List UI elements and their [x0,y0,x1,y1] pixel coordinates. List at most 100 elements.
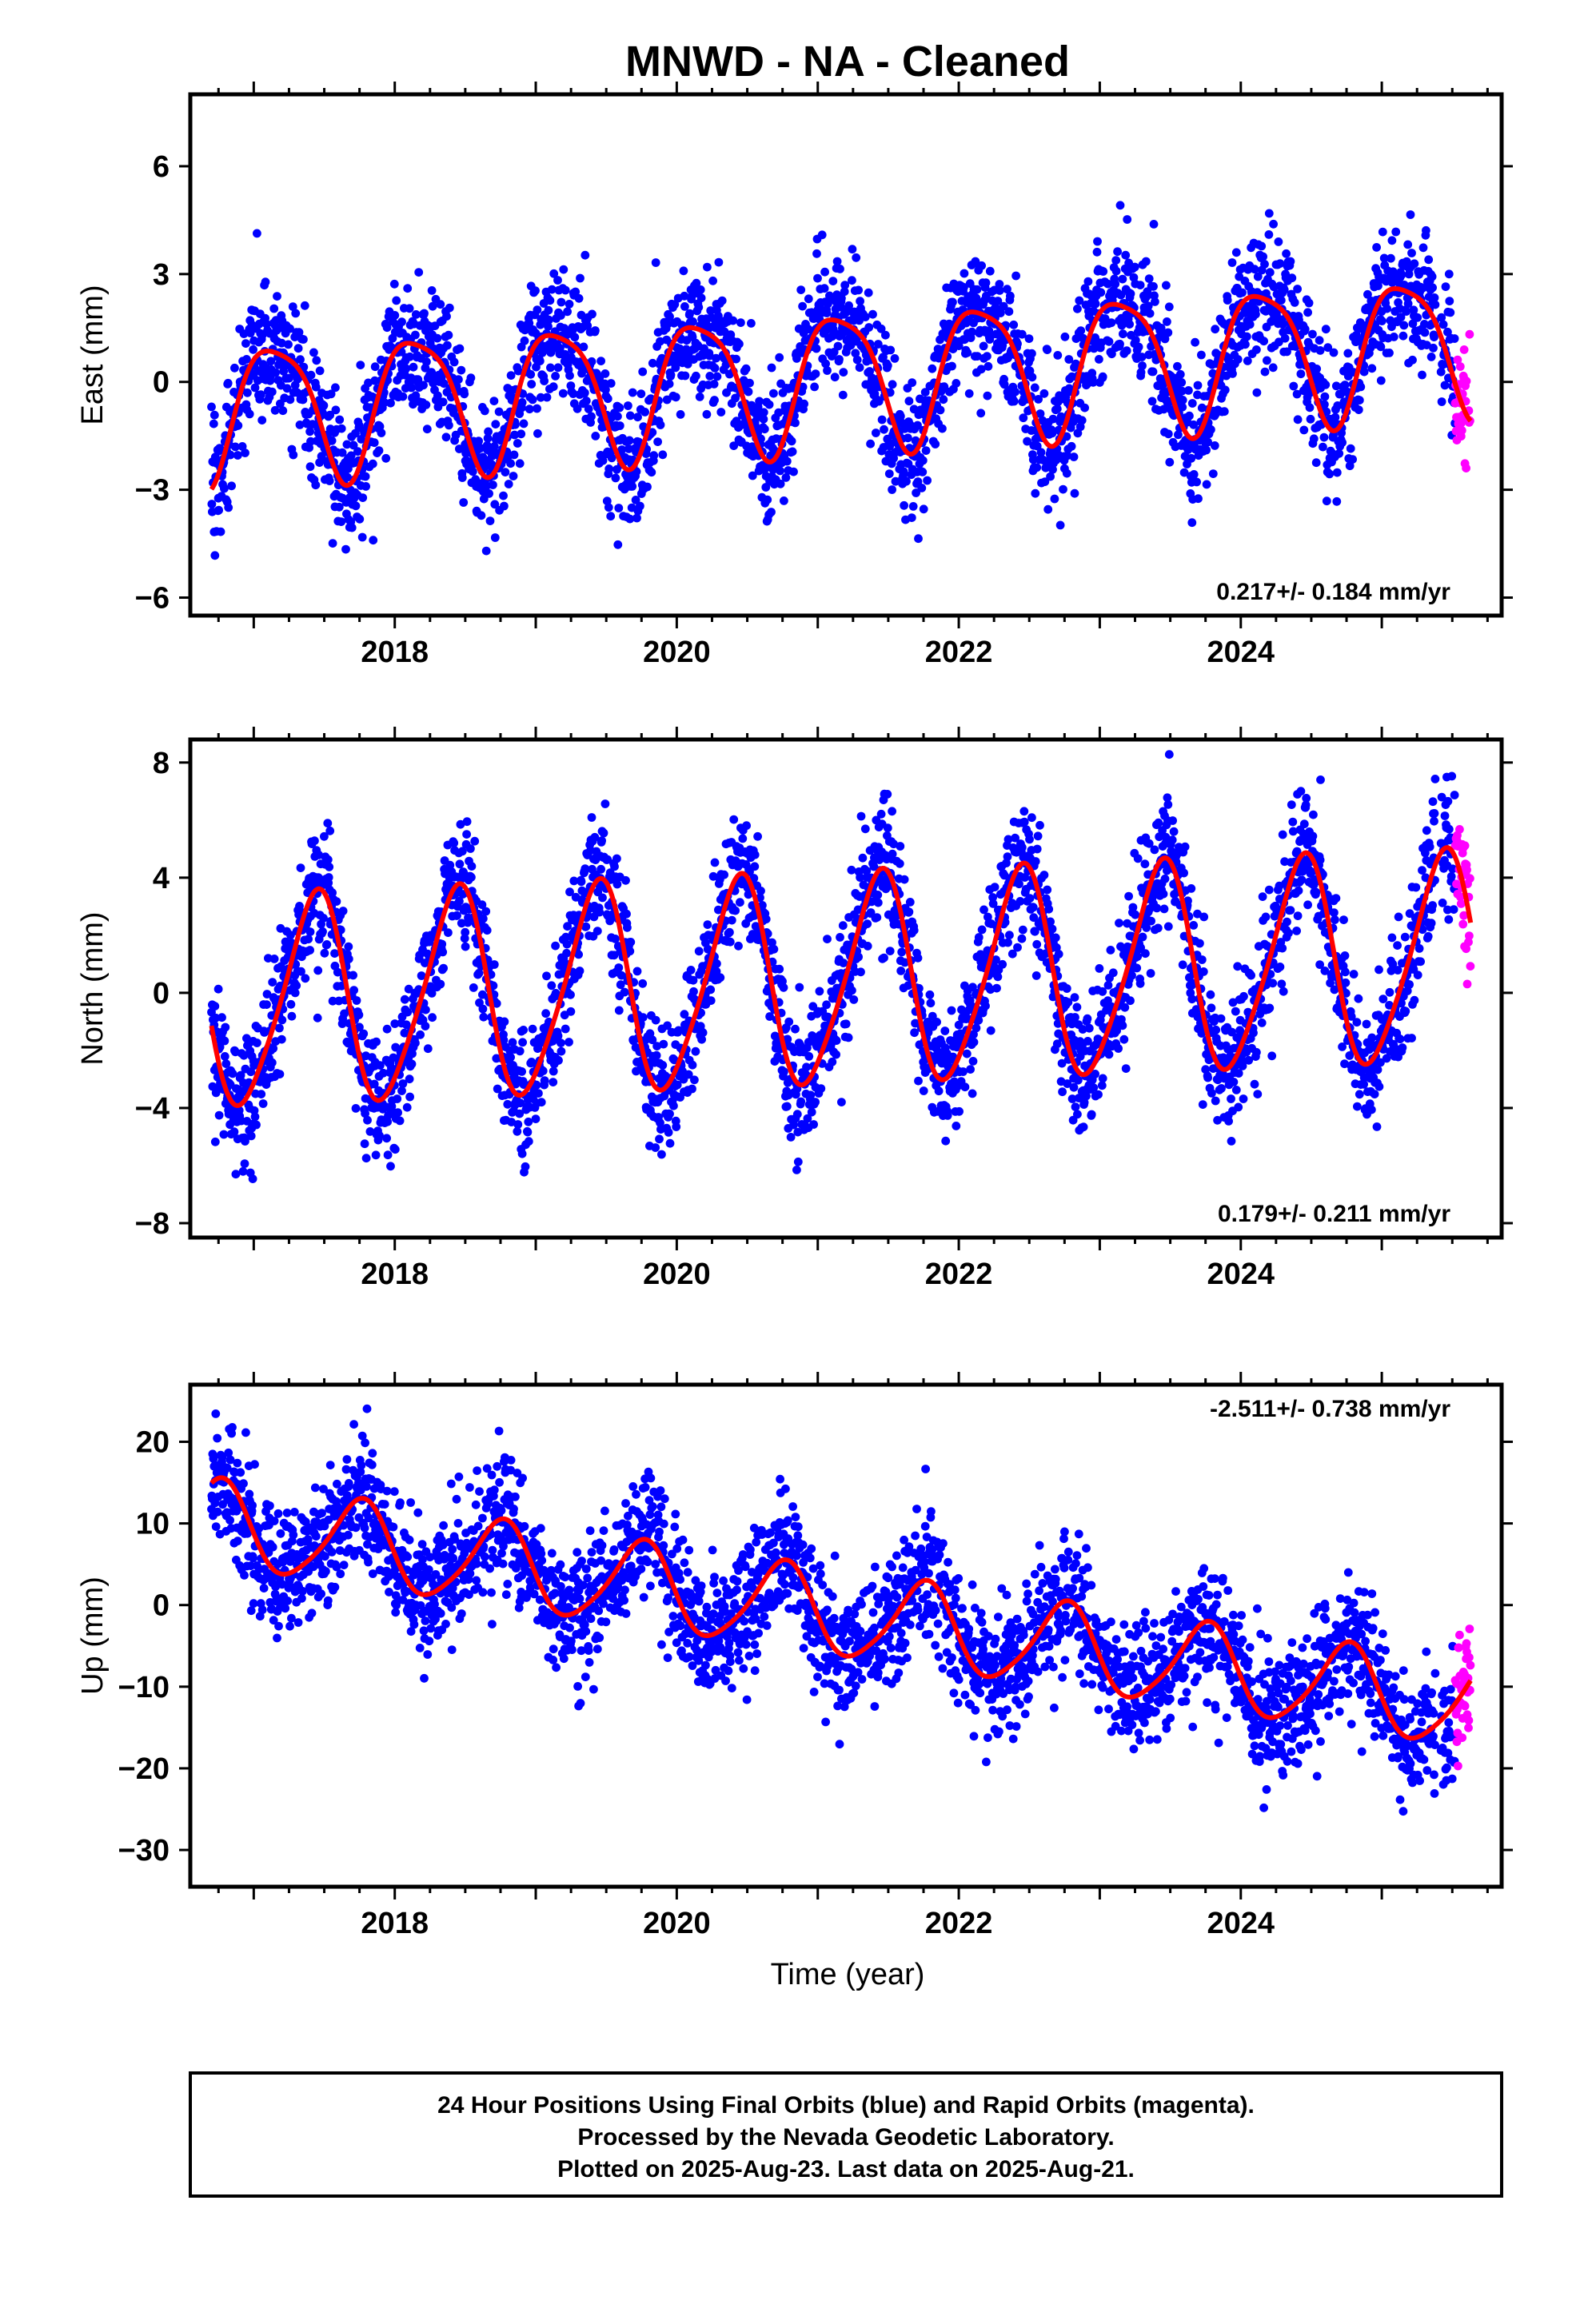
final-orbit-point [276,1070,285,1078]
final-orbit-point [503,1100,512,1109]
final-orbit-point [1203,480,1211,489]
final-orbit-point [561,1025,570,1034]
final-orbit-point [1355,396,1364,405]
final-orbit-point [750,862,759,871]
final-orbit-point [905,907,914,916]
final-orbit-point [926,991,935,999]
final-orbit-point [914,954,923,963]
final-orbit-point [477,511,486,520]
final-orbit-point [633,413,642,421]
final-orbit-point [393,1108,402,1117]
final-orbit-point [341,545,350,554]
final-orbit-point [896,967,905,975]
final-orbit-point [980,906,988,915]
final-orbit-point [408,1060,417,1069]
final-orbit-point [1243,333,1251,341]
final-orbit-point [978,926,987,935]
final-orbit-point [1149,282,1158,291]
final-orbit-point [506,459,515,468]
final-orbit-point [794,1158,803,1166]
final-orbit-point [461,943,470,951]
final-orbit-point [681,372,690,381]
final-orbit-point [490,960,499,969]
final-orbit-point [453,911,461,920]
final-orbit-point [697,293,706,302]
final-orbit-point [755,397,764,406]
final-orbit-point [253,229,261,238]
final-orbit-point [1310,434,1319,443]
final-orbit-point [458,473,467,482]
final-orbit-point [284,341,293,349]
final-orbit-point [533,405,541,413]
final-orbit-point [422,357,431,366]
final-orbit-point [529,396,537,405]
final-orbit-point [220,1130,229,1139]
final-orbit-point [1294,415,1303,424]
final-orbit-point [210,411,219,420]
final-orbit-point [361,482,370,491]
final-orbit-point [521,337,529,345]
final-orbit-point [565,300,574,309]
final-orbit-point [1316,346,1325,355]
final-orbit-point [792,1166,801,1174]
final-orbit-point [716,973,724,982]
final-orbit-point [708,277,717,285]
final-orbit-point [1151,297,1159,306]
final-orbit-point [881,331,890,340]
final-orbit-point [1382,305,1391,313]
final-orbit-point [1059,485,1067,494]
final-orbit-point [230,364,239,373]
final-orbit-point [562,949,571,958]
final-orbit-point [439,964,448,973]
final-orbit-point [1185,412,1194,421]
final-orbit-point [1323,496,1331,505]
final-orbit-point [1391,228,1400,237]
final-orbit-point [323,819,332,827]
final-orbit-point [873,891,882,899]
final-orbit-point [628,482,636,491]
final-orbit-point [861,313,870,321]
final-orbit-point [1073,305,1082,313]
final-orbit-point [559,265,568,274]
final-orbit-point [1291,298,1299,307]
final-orbit-point [1096,288,1105,297]
final-orbit-point [479,1005,488,1014]
final-orbit-point [386,399,395,408]
final-orbit-point [291,989,300,998]
final-orbit-point [403,1103,412,1112]
final-orbit-point [796,1098,805,1106]
final-orbit-point [1333,468,1342,477]
final-orbit-point [628,389,637,397]
final-orbit-point [361,1139,369,1148]
final-orbit-point [362,1154,371,1162]
final-orbit-point [900,467,908,476]
final-orbit-point [1418,371,1426,380]
final-orbit-point [1105,337,1114,346]
final-orbit-point [728,317,737,325]
final-orbit-point [1228,369,1237,378]
final-orbit-point [1238,289,1247,297]
final-orbit-point [596,865,605,874]
final-orbit-point [1003,939,1012,947]
final-orbit-point [1163,329,1172,337]
final-orbit-point [966,1065,975,1074]
final-orbit-point [405,304,414,313]
final-orbit-point [680,302,689,311]
final-orbit-point [1031,489,1039,498]
final-orbit-point [468,862,477,871]
final-orbit-point [823,935,832,943]
final-orbit-point [450,358,459,367]
final-orbit-point [880,425,888,434]
final-orbit-point [275,1024,284,1033]
final-orbit-point [620,988,629,997]
final-orbit-point [1191,338,1199,347]
final-orbit-point [747,319,756,328]
final-orbit-point [259,1099,268,1108]
final-orbit-point [1067,442,1076,451]
final-orbit-point [783,457,792,466]
final-orbit-point [706,986,715,995]
final-orbit-point [445,421,453,430]
final-orbit-point [309,349,318,357]
